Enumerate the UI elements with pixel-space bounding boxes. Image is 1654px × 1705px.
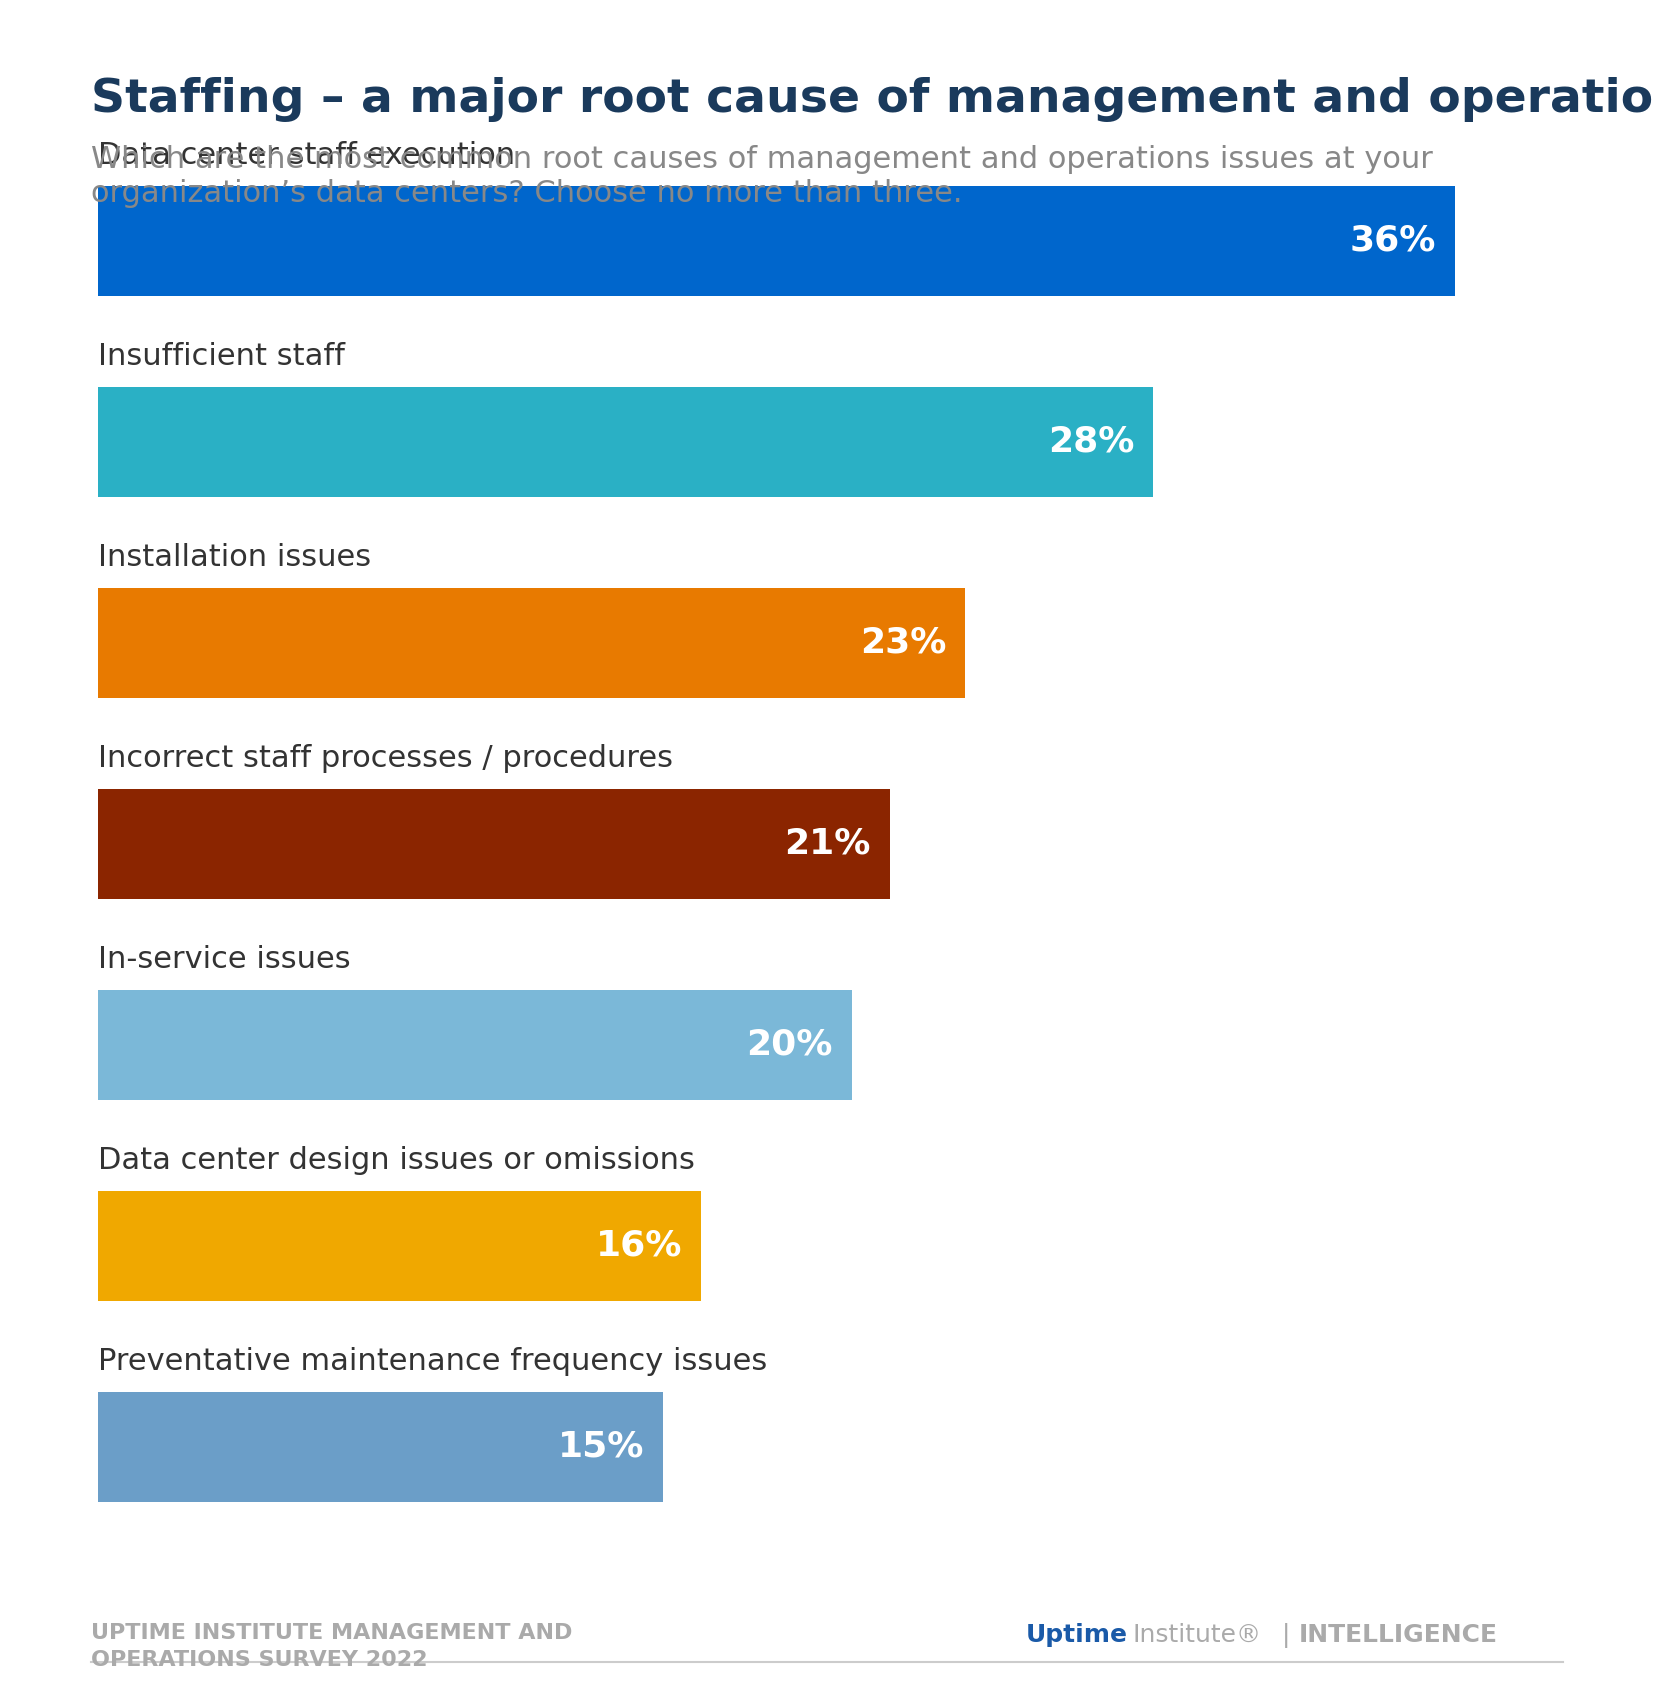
Text: Insufficient staff: Insufficient staff [98, 341, 344, 370]
Text: UPTIME INSTITUTE MANAGEMENT AND
OPERATIONS SURVEY 2022: UPTIME INSTITUTE MANAGEMENT AND OPERATIO… [91, 1623, 572, 1669]
Text: Data center staff execution: Data center staff execution [98, 140, 514, 169]
Text: |: | [1282, 1623, 1290, 1649]
Bar [98, 1190, 701, 1301]
Bar [98, 186, 1456, 297]
Bar [98, 789, 890, 899]
Text: Data center design issues or omissions: Data center design issues or omissions [98, 1146, 695, 1175]
Text: 28%: 28% [1049, 425, 1135, 459]
Bar [98, 387, 1153, 498]
Text: Institute®: Institute® [1133, 1623, 1262, 1647]
Bar [98, 1391, 663, 1502]
Text: 36%: 36% [1350, 223, 1436, 257]
Bar [98, 989, 852, 1100]
Text: Which are the most common root causes of management and operations issues at you: Which are the most common root causes of… [91, 145, 1432, 208]
Text: 23%: 23% [860, 626, 946, 660]
Text: INTELLIGENCE: INTELLIGENCE [1298, 1623, 1497, 1647]
Text: Installation issues: Installation issues [98, 542, 370, 571]
Text: 20%: 20% [746, 1028, 834, 1062]
Text: In-service issues: In-service issues [98, 945, 351, 974]
Text: Incorrect staff processes / procedures: Incorrect staff processes / procedures [98, 743, 673, 772]
Text: Staffing – a major root cause of management and operations issues: Staffing – a major root cause of managem… [91, 77, 1654, 121]
Text: Uptime: Uptime [1025, 1623, 1128, 1647]
Text: 21%: 21% [784, 827, 870, 861]
Text: Preventative maintenance frequency issues: Preventative maintenance frequency issue… [98, 1347, 767, 1376]
Text: 16%: 16% [595, 1229, 681, 1263]
Bar [98, 588, 964, 699]
Text: 15%: 15% [557, 1430, 645, 1465]
